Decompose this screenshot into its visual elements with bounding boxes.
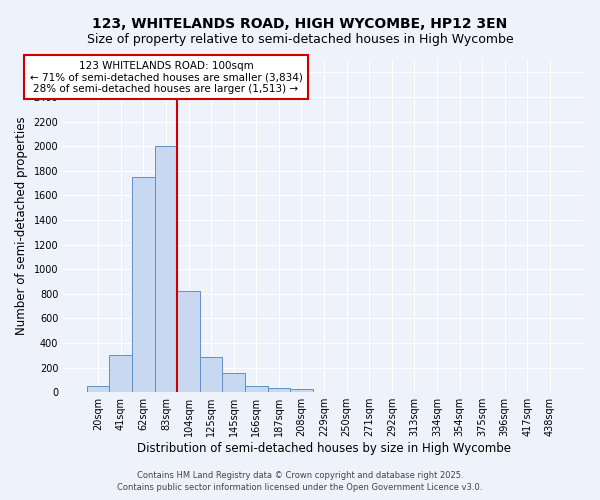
Y-axis label: Number of semi-detached properties: Number of semi-detached properties bbox=[15, 117, 28, 336]
Bar bbox=[177, 290, 200, 392]
Text: Size of property relative to semi-detached houses in High Wycombe: Size of property relative to semi-detach… bbox=[86, 32, 514, 46]
Bar bbox=[132, 177, 155, 392]
Bar bbox=[245, 386, 268, 392]
Bar bbox=[155, 146, 177, 392]
Bar bbox=[87, 386, 109, 392]
Text: Contains HM Land Registry data © Crown copyright and database right 2025.
Contai: Contains HM Land Registry data © Crown c… bbox=[118, 471, 482, 492]
Bar bbox=[268, 388, 290, 392]
Bar bbox=[223, 372, 245, 392]
X-axis label: Distribution of semi-detached houses by size in High Wycombe: Distribution of semi-detached houses by … bbox=[137, 442, 511, 455]
Bar bbox=[109, 356, 132, 392]
Bar bbox=[290, 389, 313, 392]
Text: 123, WHITELANDS ROAD, HIGH WYCOMBE, HP12 3EN: 123, WHITELANDS ROAD, HIGH WYCOMBE, HP12… bbox=[92, 18, 508, 32]
Text: 123 WHITELANDS ROAD: 100sqm
← 71% of semi-detached houses are smaller (3,834)
28: 123 WHITELANDS ROAD: 100sqm ← 71% of sem… bbox=[29, 60, 302, 94]
Bar bbox=[200, 356, 223, 392]
